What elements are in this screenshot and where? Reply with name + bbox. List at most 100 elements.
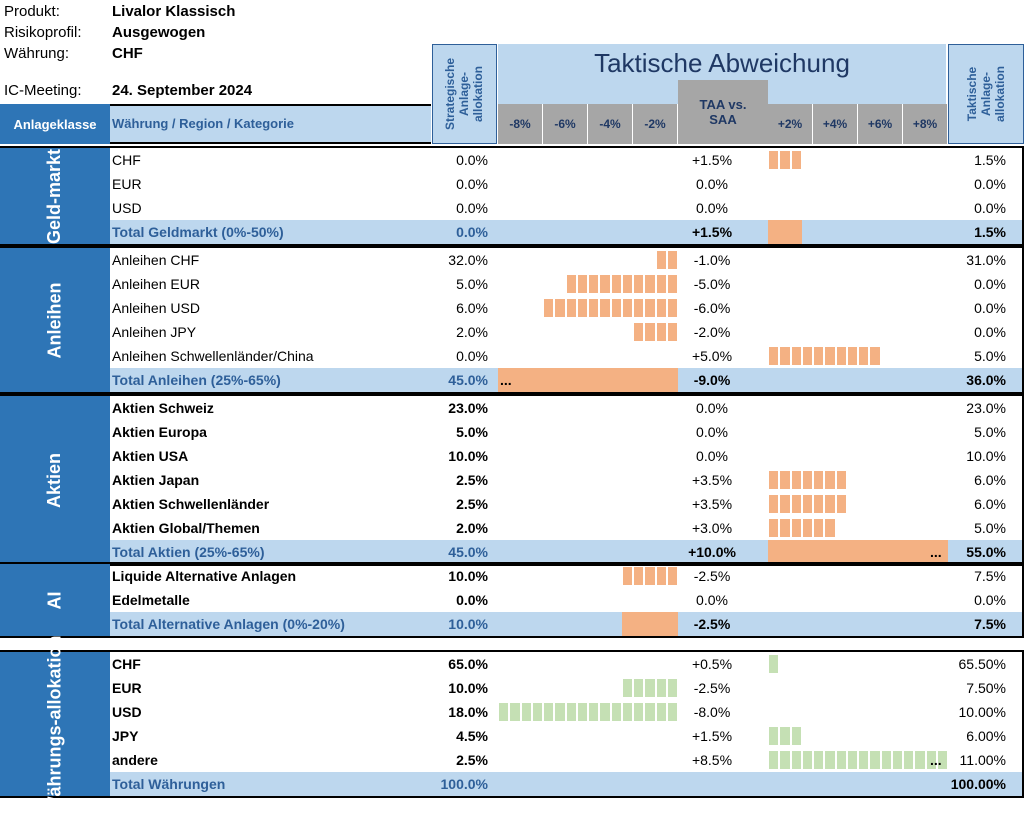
deviation-block bbox=[621, 566, 633, 586]
tactical-value: 1.5% bbox=[974, 224, 1006, 240]
row-label: Anleihen EUR bbox=[112, 276, 200, 292]
deviation-block bbox=[509, 702, 521, 722]
deviation-bar bbox=[621, 612, 678, 636]
strategic-value: 6.0% bbox=[456, 300, 488, 316]
header-strategic: Strategische Anlage-allokation bbox=[432, 44, 497, 144]
row-label: USD bbox=[112, 704, 142, 720]
deviation-value: 0.0% bbox=[696, 176, 728, 192]
row-label: Aktien Japan bbox=[112, 472, 200, 488]
produkt-value: Livalor Klassisch bbox=[112, 3, 236, 20]
tactical-value: 36.0% bbox=[966, 372, 1006, 388]
deviation-bar bbox=[768, 220, 802, 244]
deviation-block bbox=[936, 750, 948, 770]
deviation-block bbox=[835, 470, 847, 490]
row-label: CHF bbox=[112, 656, 141, 672]
deviation-block bbox=[779, 726, 791, 746]
row-label: EUR bbox=[112, 176, 142, 192]
deviation-block bbox=[621, 678, 633, 698]
table-row: Anleihen USD 6.0% -6.0% 0.0% bbox=[0, 296, 1024, 320]
deviation-block bbox=[543, 298, 555, 318]
deviation-block bbox=[644, 678, 656, 698]
deviation-block bbox=[633, 566, 645, 586]
total-row: Total Geldmarkt (0%-50%) 0.0% +1.5% 1.5% bbox=[0, 220, 1024, 244]
tactical-value: 7.50% bbox=[966, 680, 1006, 696]
total-row-band bbox=[110, 220, 1022, 244]
deviation-value: -9.0% bbox=[693, 372, 731, 388]
strategic-value: 100.0% bbox=[440, 776, 488, 792]
table-row: USD 18.0% -8.0% 10.00% bbox=[0, 700, 1024, 724]
waehrung-label: Währung: bbox=[4, 45, 70, 62]
tactical-value: 5.0% bbox=[974, 424, 1006, 440]
deviation-value: -2.5% bbox=[693, 616, 731, 632]
deviation-block bbox=[666, 566, 678, 586]
strategic-value: 0.0% bbox=[456, 152, 488, 168]
section-right-border bbox=[1022, 562, 1024, 638]
overflow-ellipsis: ... bbox=[930, 752, 942, 768]
deviation-value: -5.0% bbox=[693, 276, 731, 292]
strategic-value: 45.0% bbox=[448, 372, 488, 388]
table-row: Aktien USA 10.0% 0.0% 10.0% bbox=[0, 444, 1024, 468]
deviation-block bbox=[768, 726, 780, 746]
deviation-block bbox=[621, 298, 633, 318]
table-row: Aktien Europa 5.0% 0.0% 5.0% bbox=[0, 420, 1024, 444]
deviation-value: -1.0% bbox=[693, 252, 731, 268]
deviation-value: +3.5% bbox=[691, 496, 733, 512]
table-row: JPY 4.5% +1.5% 6.00% bbox=[0, 724, 1024, 748]
tactical-value: 0.0% bbox=[974, 276, 1006, 292]
strategic-value: 65.0% bbox=[448, 656, 488, 672]
strategic-value: 32.0% bbox=[448, 252, 488, 268]
deviation-block bbox=[801, 470, 813, 490]
deviation-block bbox=[824, 346, 836, 366]
strategic-value: 2.5% bbox=[456, 496, 488, 512]
deviation-block bbox=[891, 750, 903, 770]
deviation-block bbox=[869, 346, 881, 366]
section-label-anleihen: Anleihen bbox=[0, 248, 110, 392]
tactical-value: 0.0% bbox=[974, 200, 1006, 216]
deviation-block bbox=[666, 250, 678, 270]
table-row: EUR 0.0% 0.0% 0.0% bbox=[0, 172, 1024, 196]
total-row-band bbox=[110, 612, 1022, 636]
strategic-value: 0.0% bbox=[456, 348, 488, 364]
strategic-value: 2.0% bbox=[456, 520, 488, 536]
deviation-block bbox=[666, 678, 678, 698]
section-label-geldmarkt: Geld-markt bbox=[0, 148, 110, 244]
section-right-border bbox=[1022, 650, 1024, 798]
overflow-ellipsis: ... bbox=[500, 372, 512, 388]
section-top-border bbox=[0, 146, 1024, 148]
row-label: Total Währungen bbox=[112, 776, 226, 792]
section-right-border bbox=[1022, 246, 1024, 394]
total-row-band bbox=[110, 772, 1022, 796]
deviation-block bbox=[835, 494, 847, 514]
table-row: Anleihen EUR 5.0% -5.0% 0.0% bbox=[0, 272, 1024, 296]
strategic-value: 18.0% bbox=[448, 704, 488, 720]
deviation-block bbox=[768, 470, 780, 490]
strategic-value: 10.0% bbox=[448, 448, 488, 464]
deviation-block bbox=[790, 150, 802, 170]
deviation-block bbox=[576, 274, 588, 294]
table-row: andere 2.5% +8.5% 11.00%... bbox=[0, 748, 1024, 772]
deviation-bar bbox=[768, 540, 948, 564]
strategic-value: 10.0% bbox=[448, 568, 488, 584]
deviation-value: -2.5% bbox=[693, 568, 731, 584]
deviation-block bbox=[813, 518, 825, 538]
header-tactical-title: Taktische Abweichung bbox=[594, 48, 850, 78]
section-bottom-border bbox=[0, 564, 1024, 566]
row-label: Anleihen CHF bbox=[112, 252, 200, 268]
deviation-block bbox=[903, 750, 915, 770]
strategic-value: 2.5% bbox=[456, 472, 488, 488]
axis-tick-pos: +8% bbox=[903, 104, 948, 144]
deviation-block bbox=[858, 346, 870, 366]
tactical-value: 6.0% bbox=[974, 472, 1006, 488]
deviation-block bbox=[633, 322, 645, 342]
deviation-block bbox=[801, 750, 813, 770]
deviation-block bbox=[520, 702, 532, 722]
row-label: Liquide Alternative Anlagen bbox=[112, 568, 297, 584]
deviation-block bbox=[768, 750, 780, 770]
tactical-value: 100.00% bbox=[950, 776, 1006, 792]
waehrung-value: CHF bbox=[112, 45, 143, 62]
axis-tick-pos: +2% bbox=[768, 104, 813, 144]
deviation-block bbox=[633, 274, 645, 294]
deviation-block bbox=[644, 702, 656, 722]
axis-tick-neg: -6% bbox=[543, 104, 588, 144]
row-label: Total Geldmarkt (0%-50%) bbox=[112, 224, 284, 240]
